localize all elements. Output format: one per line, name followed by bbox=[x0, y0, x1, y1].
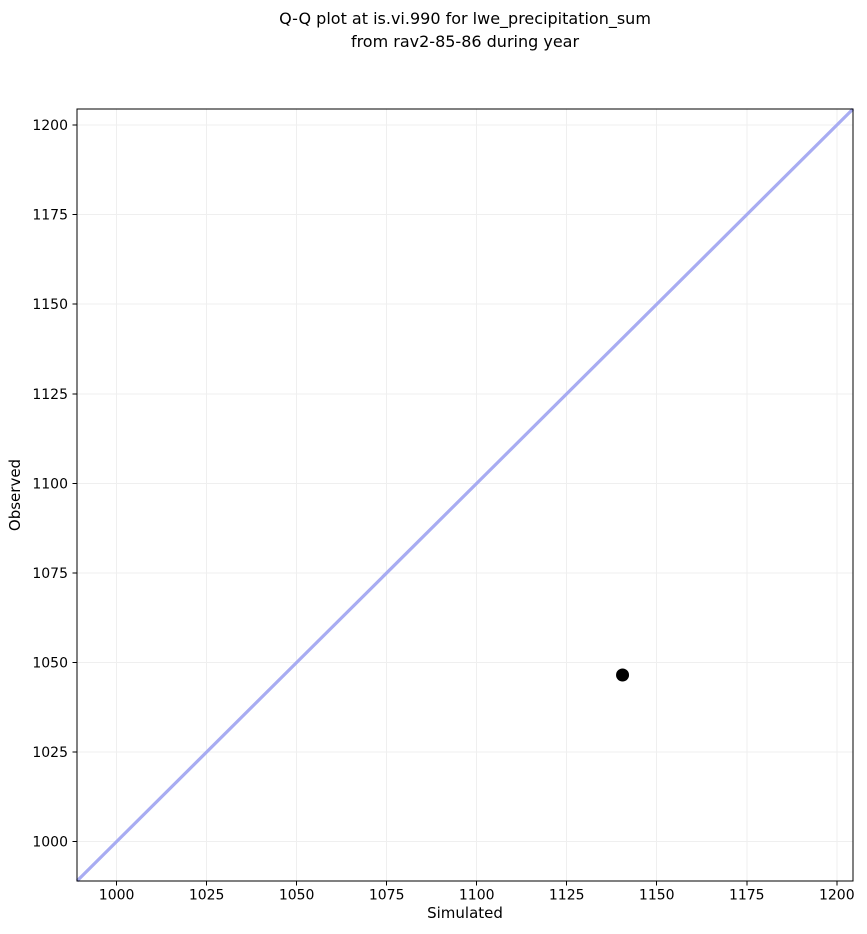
y-tick-label: 1175 bbox=[32, 208, 68, 224]
x-tick-label: 1050 bbox=[279, 888, 315, 904]
y-tick-label: 1000 bbox=[32, 835, 68, 851]
x-tick-label: 1175 bbox=[729, 888, 765, 904]
chart-title-line-2: from rav2-85-86 during year bbox=[350, 32, 580, 51]
x-tick-label: 1100 bbox=[459, 888, 495, 904]
y-tick-label: 1050 bbox=[32, 655, 68, 671]
chart-title: Q-Q plot at is.vi.990 for lwe_precipitat… bbox=[77, 7, 853, 53]
x-tick-label: 1075 bbox=[369, 888, 405, 904]
x-tick-label: 1025 bbox=[189, 888, 225, 904]
y-tick-label: 1150 bbox=[32, 297, 68, 313]
x-tick-label: 1200 bbox=[819, 888, 855, 904]
plot-border bbox=[76, 108, 854, 882]
x-tick-label: 1000 bbox=[99, 888, 135, 904]
identity-line bbox=[75, 107, 855, 883]
x-tick-label: 1125 bbox=[549, 888, 585, 904]
chart-title-line-1: Q-Q plot at is.vi.990 for lwe_precipitat… bbox=[279, 9, 651, 28]
x-axis-label: Simulated bbox=[427, 904, 503, 922]
y-tick-label: 1100 bbox=[32, 476, 68, 492]
x-tick-label: 1150 bbox=[639, 888, 675, 904]
data-point bbox=[616, 668, 630, 682]
y-axis-label: Observed bbox=[6, 458, 24, 532]
y-tick-label: 1075 bbox=[32, 566, 68, 582]
y-tick-label: 1125 bbox=[32, 387, 68, 403]
y-tick-label: 1200 bbox=[32, 118, 68, 134]
y-tick-label: 1025 bbox=[32, 745, 68, 761]
